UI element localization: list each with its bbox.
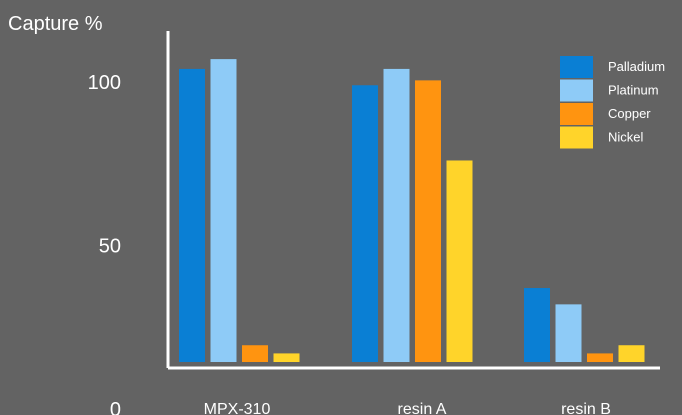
y-axis-label: Capture % [8, 13, 103, 35]
legend-label: Copper [608, 106, 651, 121]
bar [587, 353, 613, 362]
legend-label: Platinum [608, 83, 659, 98]
bar [179, 68, 205, 363]
bars [179, 59, 645, 363]
bar [242, 345, 268, 362]
legend-swatch [560, 103, 593, 125]
x-tick-labels: MPX-310 resin A resin B [204, 401, 611, 415]
x-tick-label: resin A [398, 401, 447, 415]
x-tick-label: resin B [561, 401, 611, 415]
bar [383, 68, 410, 363]
x-tick-label: MPX-310 [204, 401, 271, 415]
bar [210, 59, 237, 363]
legend: Palladium Platinum Copper Nickel [560, 56, 665, 149]
y-tick-label: 50 [99, 236, 121, 258]
bar [618, 345, 645, 362]
legend-swatch [560, 79, 593, 102]
bar [524, 288, 550, 362]
legend-swatch [560, 56, 593, 78]
y-tick-labels: 100 50 0 [88, 72, 121, 415]
bar [273, 353, 300, 362]
y-tick-label: 100 [88, 72, 121, 94]
bar [446, 160, 473, 362]
legend-label: Nickel [608, 130, 644, 145]
y-tick-label: 0 [110, 399, 121, 415]
bar [415, 80, 441, 363]
legend-label: Palladium [608, 59, 665, 74]
bar [352, 85, 378, 363]
legend-swatch [560, 126, 593, 149]
bar [555, 304, 582, 362]
